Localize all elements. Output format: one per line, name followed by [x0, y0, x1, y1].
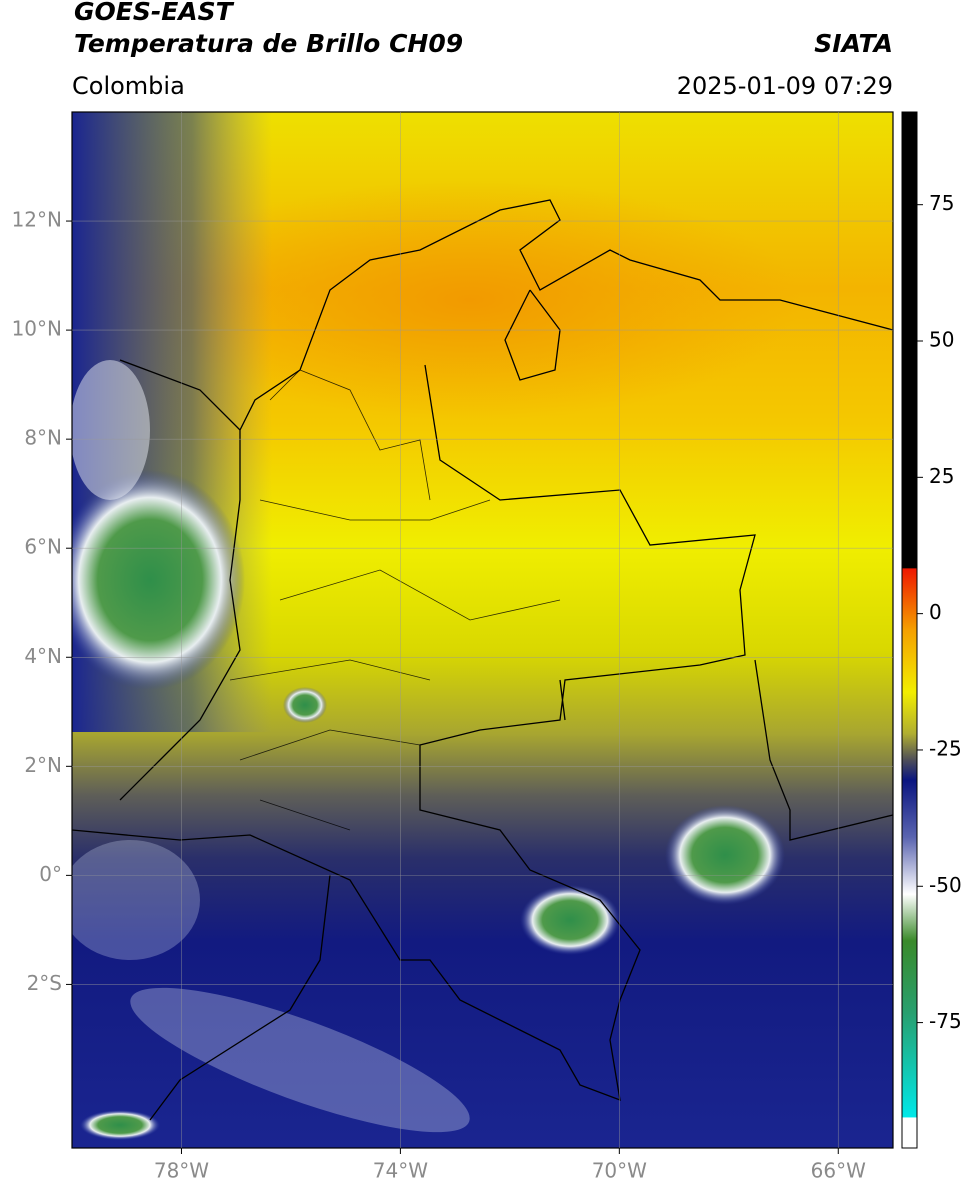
lat-tick-label: 0° [39, 862, 62, 886]
map-frame [71, 111, 894, 1149]
colorbar-tick-label: -25 [929, 736, 962, 760]
region: Colombia [72, 72, 185, 100]
lat-tick-label: 2°S [27, 971, 62, 995]
lat-tick-label: 8°N [24, 426, 62, 450]
lat-tick-label: 2°N [24, 753, 62, 777]
colorbar-tick-label: 0 [929, 600, 942, 624]
lon-tick-label: 78°W [154, 1159, 209, 1183]
map-imagery [72, 112, 893, 1148]
timestamp: 2025-01-09 07:29 [677, 72, 893, 100]
colorbar-tick-label: -50 [929, 873, 962, 897]
lon-tick-label: 66°W [811, 1159, 866, 1183]
satellite-name: GOES-EAST [74, 0, 235, 26]
colorbar-tick-label: 75 [929, 191, 954, 215]
colorbar [901, 111, 918, 1149]
lat-tick-label: 12°N [12, 208, 62, 232]
product-title: Temperatura de Brillo CH09 [74, 29, 463, 58]
institution: SIATA [814, 29, 893, 58]
lat-tick-label: 10°N [12, 317, 62, 341]
lon-tick-label: 74°W [373, 1159, 428, 1183]
colorbar-tick-label: 50 [929, 328, 954, 352]
colorbar-tick-label: -75 [929, 1009, 962, 1033]
lat-tick-label: 6°N [24, 535, 62, 559]
colorbar-tick-label: 25 [929, 464, 954, 488]
lat-tick-label: 4°N [24, 644, 62, 668]
lon-tick-label: 70°W [592, 1159, 647, 1183]
